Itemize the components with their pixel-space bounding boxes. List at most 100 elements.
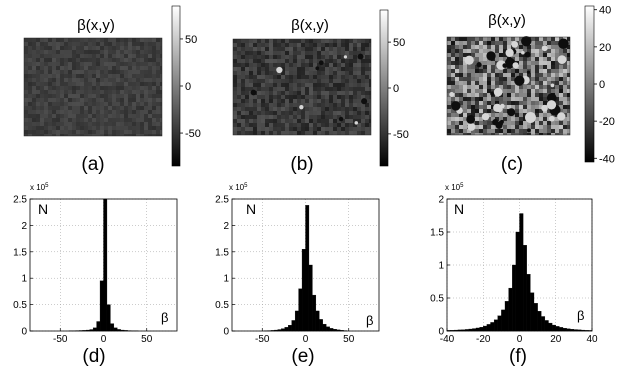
histogram-bar <box>479 327 484 332</box>
histogram-plot: -50 0 50 0 0.5 1 1.5 2 2.5 <box>13 195 178 345</box>
y-tick-label: 2 <box>438 195 444 206</box>
histogram-plot: -50 0 50 0 0.5 1 1.5 2 2.5 <box>215 195 380 345</box>
y-tick-label: 1 <box>438 261 444 272</box>
histogram-bar <box>298 288 303 332</box>
histogram-bar <box>493 319 498 332</box>
histogram-bar <box>508 287 513 332</box>
panel-label: (c) <box>501 154 523 175</box>
histogram-bar <box>322 323 327 332</box>
histogram-bar <box>305 205 310 332</box>
x-tick-label: 40 <box>586 334 598 345</box>
colorbar-tick-label: -50 <box>185 128 201 140</box>
x-axis-label: β <box>366 313 373 328</box>
histogram-panel-d: -50 0 50 0 0.5 1 1.5 2 2.5 x 105 N β (d) <box>13 183 178 367</box>
y-tick-label: 1 <box>223 274 229 285</box>
histogram-bar <box>483 325 488 332</box>
y-tick-label: 2.5 <box>215 195 229 206</box>
histogram-bar <box>103 198 108 332</box>
colorbar-ticks: 50 0 -50 <box>180 34 201 140</box>
panel-label: (e) <box>291 346 314 367</box>
y-tick-label: 2.5 <box>13 195 27 206</box>
histogram-bar <box>308 264 313 332</box>
map-title: β(x,y) <box>488 12 526 29</box>
y-tick-label: 1.5 <box>215 247 229 258</box>
map-title: β(x,y) <box>291 17 329 34</box>
y-exponent: x 105 <box>229 183 248 192</box>
x-tick-label: 0 <box>517 334 523 345</box>
map-panel-c: β(x,y) 40 20 0 -20 -40 (c) <box>446 5 615 175</box>
map-title: β(x,y) <box>77 17 115 34</box>
colorbar <box>584 5 595 163</box>
exponent-power: 5 <box>45 183 49 189</box>
histogram-bar <box>555 326 560 332</box>
x-tick-label: -40 <box>440 334 455 345</box>
histogram-bar <box>512 264 517 332</box>
histogram-bar <box>548 322 553 332</box>
map-panel-b: β(x,y) 50 0 -50 (b) <box>232 9 409 175</box>
y-tick-label: 0.5 <box>215 300 229 311</box>
histogram-bar <box>544 320 549 332</box>
y-exponent: x 105 <box>30 183 49 192</box>
histogram-bar <box>315 310 320 332</box>
y-tick-label: 0 <box>21 327 27 338</box>
histogram-bar <box>537 311 542 332</box>
y-tick-label: 0.5 <box>13 300 27 311</box>
y-tick-label: 2 <box>21 221 27 232</box>
histogram-plot: -40 -20 0 20 40 0 0.5 1 1.5 2 <box>430 195 598 346</box>
colorbar-tick-label: 0 <box>393 83 399 95</box>
histogram-bar <box>92 327 97 332</box>
x-tick-label: -50 <box>255 334 270 345</box>
colorbar <box>171 5 181 167</box>
x-tick-label: 0 <box>101 334 107 345</box>
exponent-power: 5 <box>460 183 464 189</box>
histogram-bar <box>541 316 546 332</box>
y-tick-label: 1 <box>21 274 27 285</box>
y-tick-label: 0 <box>438 327 444 338</box>
histogram-panel-f: -40 -20 0 20 40 0 0.5 1 1.5 2 x 105 N β (f) <box>430 183 598 367</box>
histogram-bar <box>486 324 491 332</box>
x-tick-label: -20 <box>476 334 491 345</box>
histogram-bar <box>504 301 509 332</box>
histogram-panel-e: -50 0 50 0 0.5 1 1.5 2 2.5 x 105 N β (e) <box>215 183 380 367</box>
histogram-bar <box>106 304 111 332</box>
exponent-base: x 10 <box>30 183 46 192</box>
x-axis-label: β <box>161 310 168 325</box>
y-tick-label: 0 <box>223 327 229 338</box>
beta-map-image <box>446 36 571 136</box>
x-tick-label: -50 <box>53 334 68 345</box>
panel-label: (d) <box>82 346 105 367</box>
y-tick-label: 0.5 <box>430 294 444 305</box>
x-axis-label: β <box>577 308 584 323</box>
histogram-bar <box>533 303 538 332</box>
beta-map-image <box>232 38 372 136</box>
histogram-bar <box>113 327 118 332</box>
map-panel-a: β(x,y) 50 0 -50 (a) <box>23 5 201 175</box>
colorbar-ticks: 50 0 -50 <box>388 37 409 141</box>
histogram-bar <box>515 231 520 332</box>
histogram-bar <box>96 321 101 332</box>
y-axis-label: N <box>454 201 464 217</box>
x-tick-label: 50 <box>343 334 355 345</box>
histogram-bar <box>284 327 289 332</box>
histogram-bar <box>291 320 296 332</box>
colorbar-tick-label: -40 <box>599 153 615 165</box>
colorbar-ticks: 40 20 0 -20 -40 <box>594 5 615 165</box>
histogram-bar <box>475 327 480 332</box>
colorbar-tick-label: -20 <box>599 116 615 128</box>
histogram-bar <box>312 294 317 332</box>
colorbar-tick-label: 40 <box>599 5 611 17</box>
y-axis-label: N <box>38 201 48 217</box>
colorbar-tick-label: 50 <box>393 37 405 49</box>
panel-label: (a) <box>81 154 104 175</box>
histogram-bar <box>559 327 564 332</box>
histogram-bar <box>522 245 527 332</box>
histogram-bar <box>490 322 495 332</box>
colorbar-tick-label: -50 <box>393 129 409 141</box>
exponent-base: x 10 <box>445 183 461 192</box>
colorbar-tick-label: 0 <box>599 79 605 91</box>
histogram-bar <box>562 328 567 332</box>
colorbar-tick-label: 50 <box>185 34 197 46</box>
histogram-bar <box>319 319 323 332</box>
histogram-bar <box>501 309 506 332</box>
